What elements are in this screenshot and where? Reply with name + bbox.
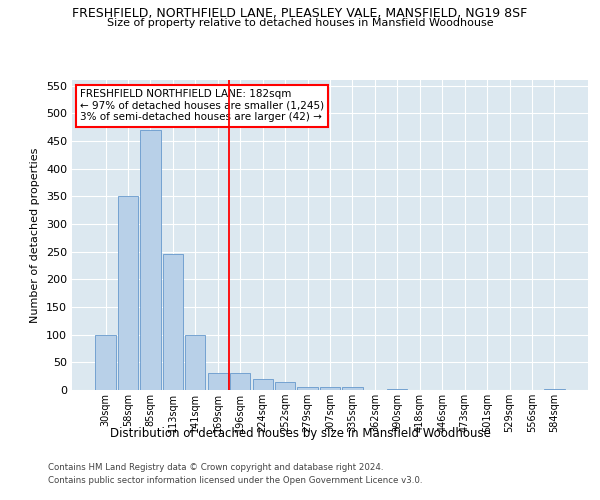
Bar (95, 334, 116, 390)
Bar (230, 374, 250, 390)
Bar (387, 389, 407, 390)
Bar (140, 130, 161, 390)
Bar (343, 387, 362, 390)
Bar (208, 374, 228, 390)
Text: Contains public sector information licensed under the Open Government Licence v3: Contains public sector information licen… (48, 476, 422, 485)
Text: Contains HM Land Registry data © Crown copyright and database right 2024.: Contains HM Land Registry data © Crown c… (48, 464, 383, 472)
Bar (544, 389, 565, 390)
Bar (118, 196, 138, 390)
Text: Size of property relative to detached houses in Mansfield Woodhouse: Size of property relative to detached ho… (107, 18, 493, 28)
Bar (185, 334, 205, 390)
Bar (253, 379, 273, 390)
Bar (298, 387, 317, 390)
Text: FRESHFIELD NORTHFIELD LANE: 182sqm
← 97% of detached houses are smaller (1,245)
: FRESHFIELD NORTHFIELD LANE: 182sqm ← 97%… (80, 90, 324, 122)
Text: Distribution of detached houses by size in Mansfield Woodhouse: Distribution of detached houses by size … (110, 428, 490, 440)
Bar (163, 254, 183, 390)
Text: FRESHFIELD, NORTHFIELD LANE, PLEASLEY VALE, MANSFIELD, NG19 8SF: FRESHFIELD, NORTHFIELD LANE, PLEASLEY VA… (73, 8, 527, 20)
Bar (275, 382, 295, 390)
Bar (320, 387, 340, 390)
Y-axis label: Number of detached properties: Number of detached properties (31, 148, 40, 322)
